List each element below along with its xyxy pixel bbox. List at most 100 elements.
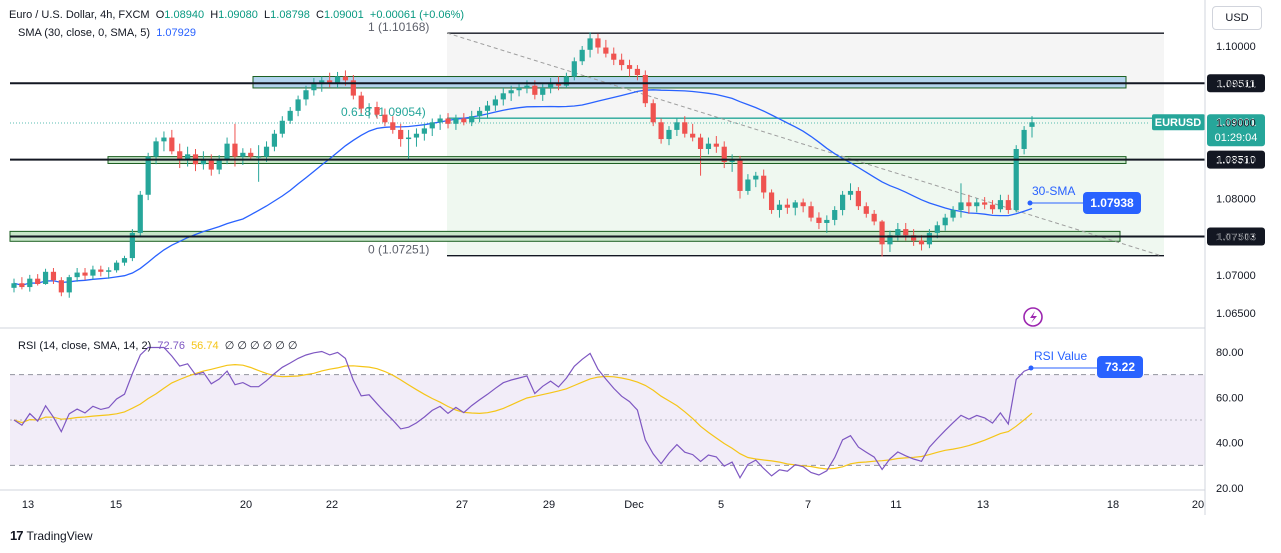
candle[interactable] [58,277,64,297]
candle[interactable] [437,114,443,130]
candle[interactable] [611,47,617,66]
candle[interactable] [658,118,664,144]
candle[interactable] [429,118,435,137]
candle[interactable] [879,219,885,257]
candle[interactable] [413,128,420,147]
candle[interactable] [650,99,656,127]
candle[interactable] [705,137,712,155]
candle[interactable] [918,235,925,251]
candle[interactable] [926,229,933,249]
candle[interactable] [895,222,901,241]
candle[interactable] [642,70,648,108]
candle[interactable] [816,212,822,230]
candle[interactable] [295,95,301,117]
candle[interactable] [145,152,151,201]
candle[interactable] [958,183,964,218]
candle[interactable] [248,148,254,161]
candle[interactable] [784,198,790,214]
main-pane[interactable]: 1 (1.10168) 0.618 (1.09054) 0 (1.07251) 1.… [9,20,1265,495]
candle[interactable] [98,265,104,277]
candle[interactable] [824,215,830,233]
candle[interactable] [11,278,17,293]
candle[interactable] [327,72,333,88]
candle[interactable] [863,202,869,218]
candle[interactable] [121,255,128,266]
sma-30-line[interactable] [13,89,1033,286]
candle[interactable] [1013,145,1019,213]
candle[interactable] [66,274,72,298]
candle[interactable] [161,131,167,152]
candle[interactable] [666,126,672,146]
candle[interactable] [279,116,285,138]
candle[interactable] [177,143,183,169]
trend-line[interactable] [446,32,1163,257]
flash-icon[interactable] [1023,307,1043,327]
candle[interactable] [721,141,727,169]
candle[interactable] [445,113,451,129]
candle[interactable] [216,155,222,175]
candle[interactable] [113,260,120,273]
candle[interactable] [540,84,546,101]
candle[interactable] [1005,194,1011,214]
candle[interactable] [690,123,696,142]
candle[interactable] [263,141,270,162]
candle[interactable] [350,74,356,100]
candle[interactable] [942,213,948,231]
candle[interactable] [374,101,380,119]
candle[interactable] [753,171,759,188]
candle[interactable] [563,72,570,88]
candle[interactable] [82,267,88,281]
candle[interactable] [974,198,980,213]
tradingview-attribution[interactable]: 17 TradingView [10,528,93,543]
candle[interactable] [682,116,688,138]
candle[interactable] [469,110,475,127]
candle[interactable] [382,108,388,127]
candle[interactable] [697,133,704,176]
candle[interactable] [579,46,585,66]
candle[interactable] [871,210,877,226]
candle[interactable] [390,116,396,134]
candle[interactable] [855,187,861,211]
candle[interactable] [334,71,341,88]
candle[interactable] [500,87,506,106]
candle[interactable] [208,154,214,176]
candle[interactable] [240,148,246,166]
time-axis[interactable]: 13 15 20 22 27 29 Dec 5 7 11 13 18 20 [22,499,1204,511]
candle[interactable] [571,57,577,81]
candle[interactable] [603,39,609,58]
sma-legend[interactable]: SMA (30, close, 0, SMA, 5) 1.07929 [18,27,196,39]
candle[interactable] [800,198,806,213]
candle[interactable] [737,155,743,199]
candle[interactable] [19,277,25,290]
rsi-ma-line[interactable] [13,363,1033,470]
candle[interactable] [989,200,996,214]
candle[interactable] [461,113,467,126]
rsi-pane[interactable]: RSI Value 73.22 [10,346,1205,480]
candle[interactable] [950,206,956,222]
candle[interactable] [934,221,940,239]
symbol-title[interactable]: Euro / U.S. Dollar, 4h, FXCM [9,9,150,21]
candle[interactable] [311,78,317,96]
candle[interactable] [840,190,846,216]
candle[interactable] [256,145,262,182]
candle[interactable] [421,123,427,141]
candle[interactable] [484,100,491,119]
candle[interactable] [548,78,554,94]
candle[interactable] [808,201,814,222]
candle[interactable] [35,274,41,286]
candle[interactable] [398,123,404,147]
candle[interactable] [832,206,838,226]
candle[interactable] [405,129,412,161]
candle[interactable] [516,84,522,97]
candle[interactable] [303,85,309,106]
rsi-line[interactable] [13,346,1033,480]
candle[interactable] [745,174,751,195]
candle[interactable] [50,267,57,285]
candle[interactable] [27,274,33,292]
candle[interactable] [626,59,633,77]
candle[interactable] [358,91,364,114]
resistance-zone-1.09511[interactable] [252,76,1127,89]
candle[interactable] [595,33,601,54]
candle[interactable] [271,129,278,152]
